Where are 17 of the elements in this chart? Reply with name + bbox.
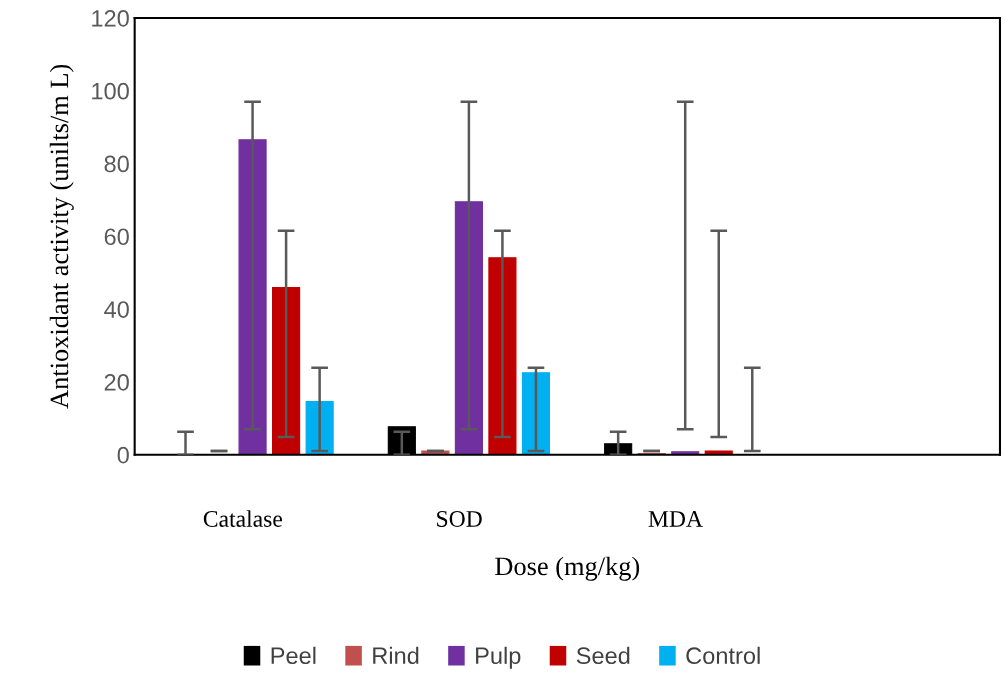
x-axis-title: Dose (mg/kg) [495,556,640,581]
y-tick-label: 100 [92,82,129,100]
x-tick-label: SOD [437,511,482,527]
y-tick-label: 0 [117,446,129,464]
y-tick-label: 120 [92,10,129,27]
legend-label: Seed [576,646,630,665]
y-tick-label: 60 [104,228,129,246]
y-axis-title: Antioxidant activity (unilts/m L) [49,64,74,409]
x-tick-label: Catalase [203,510,282,527]
x-tick-label: MDA [648,511,703,527]
y-tick-label: 40 [104,301,129,318]
legend-label: Pulp [476,646,521,669]
legend-label: Rind [373,646,419,665]
y-tick-label: 80 [104,155,129,173]
legend-label: Control [686,646,760,665]
legend-label: Peel [271,646,316,665]
y-tick-label: 20 [104,373,129,391]
